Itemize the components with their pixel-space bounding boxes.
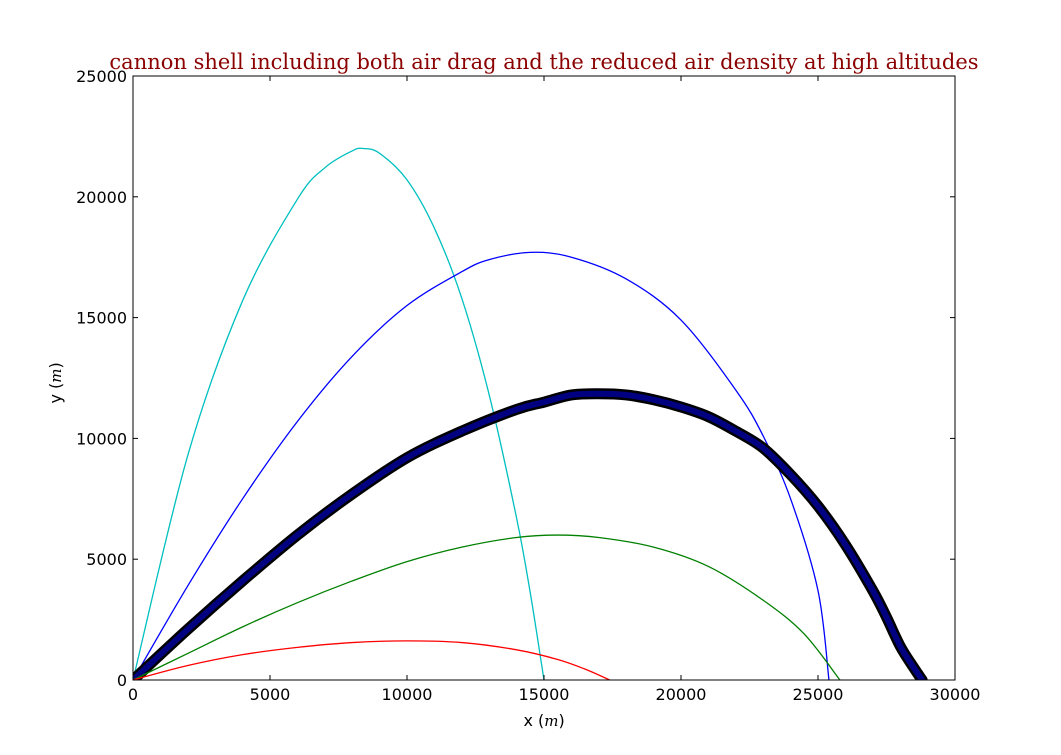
series-line-cyan-trajectory <box>133 147 545 680</box>
series-line-green-trajectory <box>133 534 841 680</box>
y-axis-label-unit-group: (m) <box>46 362 65 389</box>
y-tick-label: 5000 <box>86 550 127 569</box>
y-tick-label: 0 <box>117 671 127 690</box>
series-line-blue-trajectory <box>133 251 830 680</box>
x-axis-label: x (m) <box>524 711 565 730</box>
y-axis-label: y (m) <box>46 362 65 403</box>
x-axis-unit: m <box>544 712 558 730</box>
x-tick-label: 30000 <box>930 685 981 704</box>
x-tick-label: 10000 <box>382 685 433 704</box>
x-tick-label: 5000 <box>250 685 291 704</box>
x-axis-label-text: x <box>524 711 533 730</box>
x-tick-label: 20000 <box>656 685 707 704</box>
y-axis-unit: m <box>47 369 65 383</box>
y-tick-label: 25000 <box>76 67 127 86</box>
chart-title: cannon shell including both air drag and… <box>109 50 978 74</box>
x-axis-close-paren: ) <box>558 711 564 730</box>
x-axis-open-paren: ( <box>538 711 544 730</box>
y-tick-label: 20000 <box>76 188 127 207</box>
plot-frame <box>132 75 956 681</box>
plot-area: 0 5000 10000 15000 20000 25000 30000 0 5000 10000… <box>76 67 980 704</box>
x-axis-label-unit-group: (m) <box>538 711 565 730</box>
series-line-red-trajectory <box>133 640 611 680</box>
y-axis-label-text: y <box>46 394 65 403</box>
x-tick-label: 25000 <box>793 685 844 704</box>
y-tick-label: 10000 <box>76 429 127 448</box>
y-axis-open-paren: ( <box>46 383 65 389</box>
series-line-black-thick-trajectory <box>133 390 926 680</box>
y-axis-close-paren: ) <box>46 362 65 368</box>
ticks-layer: 0 5000 10000 15000 20000 25000 30000 0 5000 10000… <box>76 67 980 704</box>
x-tick-label: 0 <box>128 685 138 704</box>
y-tick-label: 15000 <box>76 309 127 328</box>
series-layer <box>133 147 928 680</box>
x-tick-label: 15000 <box>519 685 570 704</box>
